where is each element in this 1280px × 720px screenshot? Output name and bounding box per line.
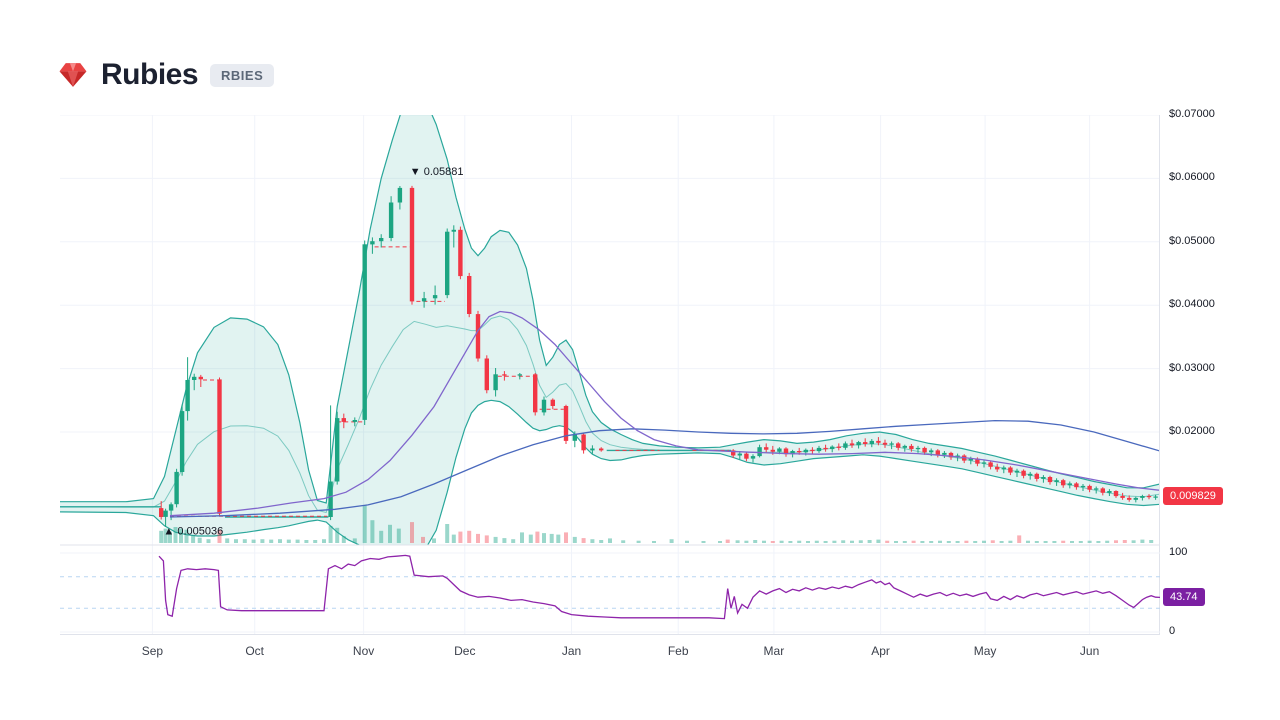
rsi-value-badge: 43.74 xyxy=(1163,588,1205,607)
candles xyxy=(159,185,1158,527)
high-annotation: ▼ 0.05881 xyxy=(410,166,464,178)
price-axis-label: $0.06000 xyxy=(1169,171,1215,184)
month-label: Apr xyxy=(871,644,890,658)
last-price-badge: 0.009829 xyxy=(1163,487,1223,506)
month-label: May xyxy=(973,644,997,658)
time-axis: Sep Oct Nov Dec Jan Feb Mar Apr May Jun xyxy=(60,644,1160,662)
rsi-line xyxy=(158,554,1160,620)
month-label: Jun xyxy=(1079,644,1100,658)
chart-area: ▼ 0.05881 ▲ 0.005036 0.009829 43.74 $0.07… xyxy=(60,108,1280,675)
candlestick-rsi-chart[interactable]: ▼ 0.05881 ▲ 0.005036 xyxy=(60,115,1160,635)
month-label: Sep xyxy=(141,644,164,658)
month-label: Nov xyxy=(352,644,375,658)
gridlines xyxy=(60,115,1160,635)
month-label: Jan xyxy=(561,644,582,658)
ruby-gem-icon xyxy=(59,63,87,87)
ma-line-purple xyxy=(169,310,1160,517)
token-header: Rubies RBIES xyxy=(57,58,275,92)
month-label: Dec xyxy=(454,644,476,658)
month-label: Mar xyxy=(763,644,785,658)
rsi-axis-label: 0 xyxy=(1169,625,1176,637)
token-symbol-badge: RBIES xyxy=(210,63,275,87)
price-axis-label: $0.07000 xyxy=(1169,108,1215,120)
rsi-grid xyxy=(60,552,1160,633)
ma-line-blue xyxy=(169,419,1160,518)
price-axis: 0.009829 43.74 $0.07000 $0.06000 $0.05000 $… xyxy=(1160,108,1280,637)
price-axis-label: $0.04000 xyxy=(1169,298,1215,311)
rsi-axis-label: 100 xyxy=(1169,546,1188,558)
price-axis-label: $0.02000 xyxy=(1169,425,1215,437)
price-axis-label: $0.03000 xyxy=(1169,361,1215,374)
month-label: Oct xyxy=(245,644,265,658)
token-title: Rubies xyxy=(101,58,199,91)
bollinger-band xyxy=(60,115,1160,545)
dashed-price-segments xyxy=(170,246,729,517)
volume-bars xyxy=(159,505,1154,543)
price-axis-label: $0.05000 xyxy=(1169,234,1215,247)
month-label: Feb xyxy=(667,644,689,658)
low-annotation: ▲ 0.005036 xyxy=(163,526,223,538)
